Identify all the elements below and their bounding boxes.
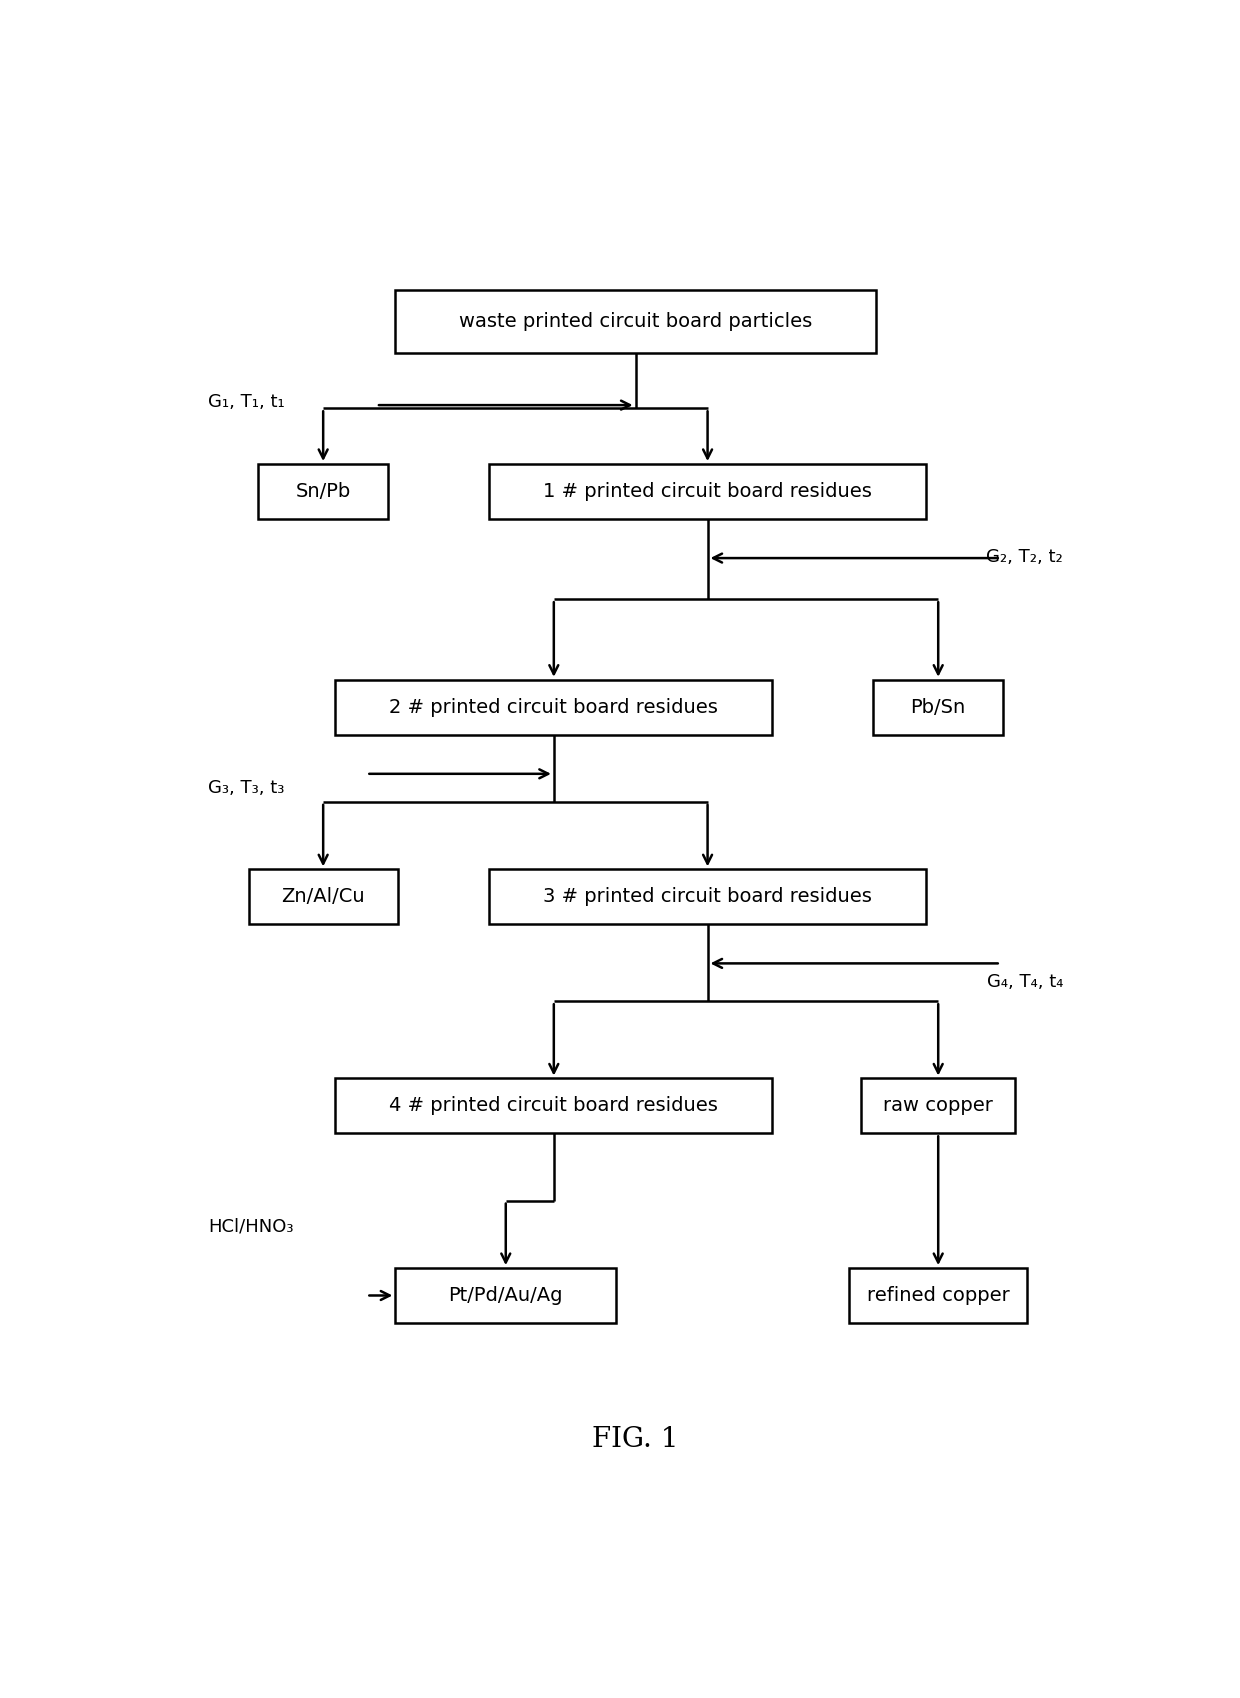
Text: raw copper: raw copper: [883, 1097, 993, 1116]
Bar: [258, 464, 388, 520]
Bar: [396, 290, 875, 353]
Text: FIG. 1: FIG. 1: [593, 1426, 678, 1453]
Bar: [489, 464, 926, 520]
Text: Pb/Sn: Pb/Sn: [910, 698, 966, 717]
Text: G₃, T₃, t₃: G₃, T₃, t₃: [208, 779, 284, 796]
Text: 3 # printed circuit board residues: 3 # printed circuit board residues: [543, 888, 872, 907]
Bar: [396, 1268, 616, 1323]
Text: G₄, T₄, t₄: G₄, T₄, t₄: [987, 973, 1063, 990]
Text: 4 # printed circuit board residues: 4 # printed circuit board residues: [389, 1097, 718, 1116]
Text: Zn/Al/Cu: Zn/Al/Cu: [281, 888, 365, 907]
Text: G₁, T₁, t₁: G₁, T₁, t₁: [208, 394, 285, 411]
Text: Pt/Pd/Au/Ag: Pt/Pd/Au/Ag: [449, 1285, 563, 1306]
Bar: [335, 679, 773, 735]
Text: 1 # printed circuit board residues: 1 # printed circuit board residues: [543, 482, 872, 501]
Bar: [849, 1268, 1027, 1323]
Bar: [335, 1078, 773, 1133]
Bar: [873, 679, 1003, 735]
Text: waste printed circuit board particles: waste printed circuit board particles: [459, 312, 812, 331]
Text: 2 # printed circuit board residues: 2 # printed circuit board residues: [389, 698, 718, 717]
Bar: [489, 869, 926, 924]
Text: refined copper: refined copper: [867, 1285, 1009, 1306]
Text: HCl/HNO₃: HCl/HNO₃: [208, 1217, 294, 1234]
Bar: [862, 1078, 1016, 1133]
Bar: [249, 869, 398, 924]
Text: Sn/Pb: Sn/Pb: [295, 482, 351, 501]
Text: G₂, T₂, t₂: G₂, T₂, t₂: [986, 548, 1063, 565]
